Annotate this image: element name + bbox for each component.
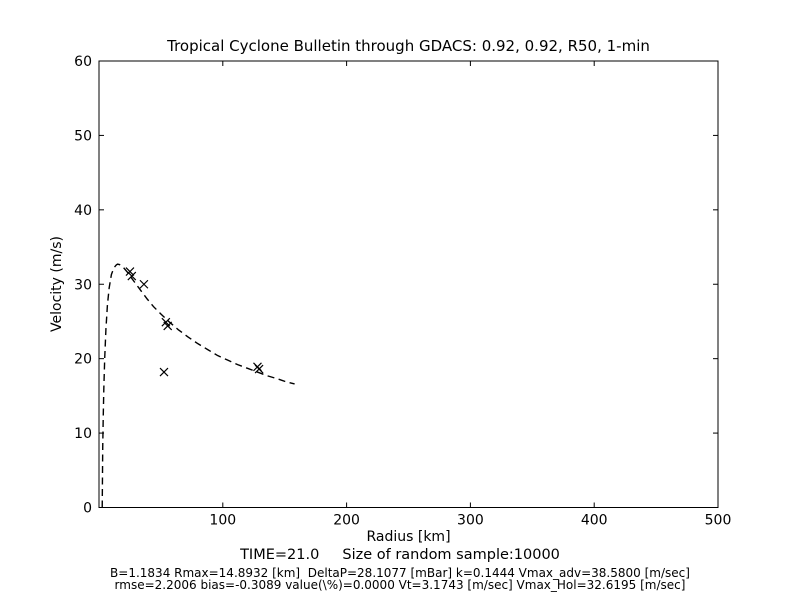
axes-frame: [98, 60, 719, 508]
x-tick-label: 200: [333, 513, 360, 529]
data-point-marker: [127, 271, 137, 281]
x-tick-label: 300: [457, 513, 484, 529]
y-tick-label: 0: [83, 501, 92, 517]
y-tick-label: 40: [74, 203, 92, 219]
y-tick-label: 30: [74, 277, 92, 293]
y-tick-label: 10: [74, 426, 92, 442]
x-tick-label: 100: [209, 513, 236, 529]
y-tick-label: 60: [74, 54, 92, 70]
footer-time-sample-text: TIME=21.0 Size of random sample:10000: [240, 547, 560, 563]
data-point-marker: [139, 279, 149, 289]
y-tick-label: 50: [74, 128, 92, 144]
footer-parameters-text: B=1.1834 Rmax=14.8932 [km] DeltaP=28.107…: [110, 566, 690, 580]
y-tick-label: 20: [74, 352, 92, 368]
footer-statistics-text: rmse=2.2006 bias=-0.3089 value(\%)=0.000…: [114, 578, 686, 592]
x-tick-label: 400: [581, 513, 608, 529]
data-point-marker: [163, 321, 173, 331]
chart-title: Tropical Cyclone Bulletin through GDACS:…: [167, 37, 650, 55]
y-axis-label: Velocity (m/s): [49, 236, 65, 332]
data-point-marker: [254, 364, 264, 374]
x-tick-label: 500: [705, 513, 732, 529]
data-point-marker: [125, 267, 135, 277]
holland-profile-curve: [101, 263, 295, 508]
data-point-marker: [159, 367, 169, 377]
x-axis-label: Radius [km]: [366, 529, 451, 545]
